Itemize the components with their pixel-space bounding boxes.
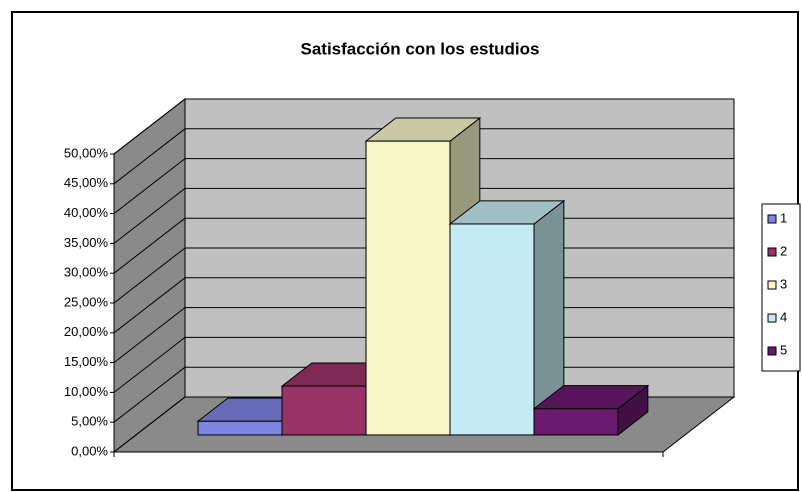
grid-line [113, 158, 186, 214]
grid-line [113, 98, 186, 155]
grid-line [113, 217, 186, 274]
grid-line [113, 337, 186, 393]
bar [365, 140, 451, 436]
legend-label: 4 [780, 309, 787, 324]
bar [533, 408, 619, 436]
legend-label: 2 [780, 243, 787, 258]
y-tick-label: 15,00% [64, 354, 109, 369]
y-tick-label: 45,00% [64, 175, 109, 190]
grid-line [113, 277, 186, 334]
legend-label: 3 [780, 276, 787, 291]
grid-line [113, 188, 186, 244]
y-tick-label: 0,00% [71, 443, 108, 458]
y-tick-label: 20,00% [64, 324, 109, 339]
bar [449, 223, 535, 436]
bar [197, 420, 283, 436]
legend-label: 5 [780, 342, 787, 357]
grid-line [113, 247, 186, 304]
legend-label: 1 [780, 210, 787, 225]
grid-line [113, 128, 186, 185]
y-tick-label: 10,00% [64, 384, 109, 399]
bar [281, 385, 367, 436]
legend-swatch [767, 313, 777, 323]
y-tick-label: 5,00% [71, 414, 108, 429]
chart-title: Satisfacción con los estudios [300, 39, 539, 58]
y-tick-label: 30,00% [64, 265, 109, 280]
y-tick-label: 35,00% [64, 235, 109, 250]
legend-swatch [767, 346, 777, 356]
y-tick-label: 25,00% [64, 294, 109, 309]
grid-line [113, 307, 186, 363]
y-tick-label: 50,00% [64, 145, 109, 160]
legend-swatch [767, 214, 777, 224]
grid-line [113, 366, 186, 423]
legend-swatch [767, 247, 777, 257]
legend-swatch [767, 280, 777, 290]
grid-line [113, 396, 186, 453]
y-tick-label: 40,00% [64, 205, 109, 220]
